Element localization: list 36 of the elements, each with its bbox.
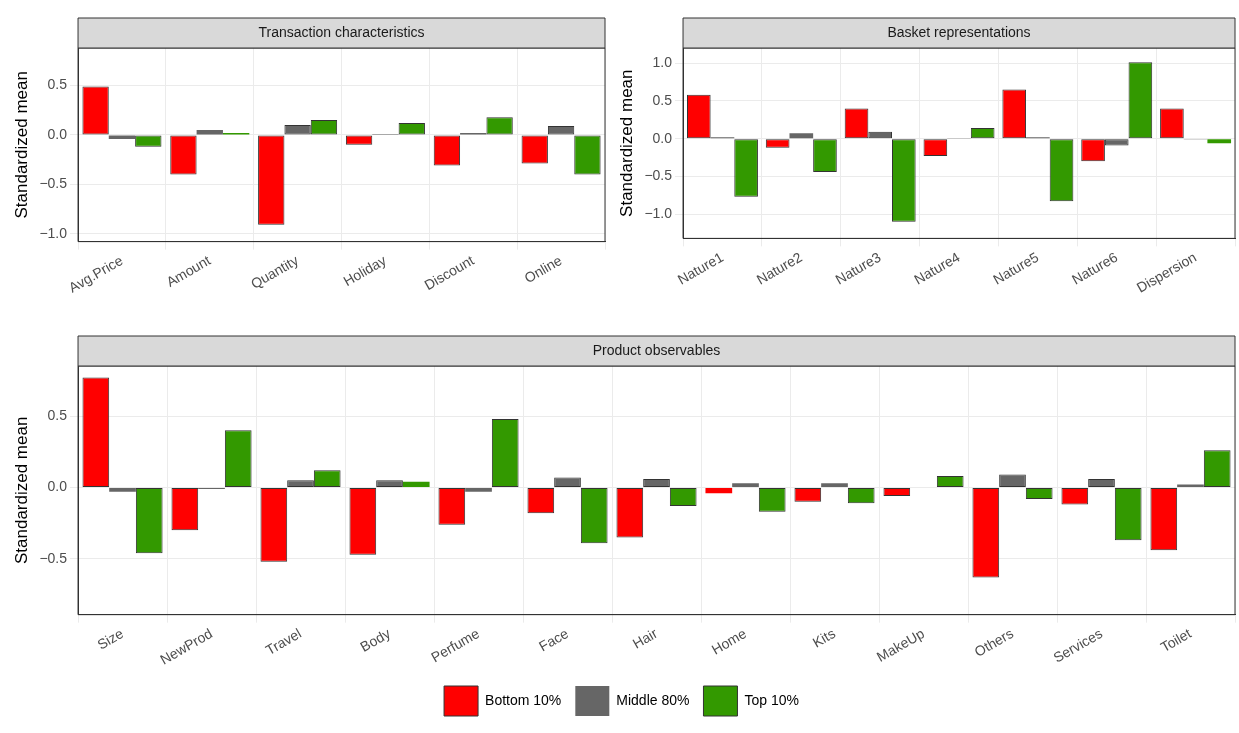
legend-label: Middle 80% xyxy=(616,691,690,708)
y-tick-label: 1.0 xyxy=(652,53,673,70)
y-tick-label: −0.5 xyxy=(39,175,68,192)
y-tick-label: −0.5 xyxy=(644,167,673,184)
y-tick-label: −1.0 xyxy=(39,224,68,241)
y-axis-title: Standardized mean xyxy=(11,71,31,219)
chart-title: Product observables xyxy=(592,341,721,358)
chart-title: Transaction characteristics xyxy=(258,23,425,40)
legend-label: Bottom 10% xyxy=(485,691,562,708)
y-tick-label: 0.0 xyxy=(652,129,673,146)
bar xyxy=(821,483,848,487)
y-axis-title: Standardized mean xyxy=(11,416,31,565)
bar xyxy=(732,483,759,487)
y-tick-label: −0.5 xyxy=(39,549,68,566)
y-tick-label: 0.5 xyxy=(47,406,68,423)
legend-label: Top 10% xyxy=(744,691,799,708)
y-tick-label: 0.5 xyxy=(652,91,673,108)
x-tick-label: Toilet xyxy=(1157,624,1195,656)
y-axis-title: Standardized mean xyxy=(616,69,636,217)
bar xyxy=(402,481,430,487)
x-tick-label: Size xyxy=(94,624,127,653)
y-tick-label: −1.0 xyxy=(644,205,673,222)
y-tick-label: 0.0 xyxy=(47,125,68,142)
bar xyxy=(109,487,136,492)
x-tick-label: Body xyxy=(357,625,393,655)
bar xyxy=(1207,139,1232,144)
x-tick-label: Hair xyxy=(629,624,661,652)
bar xyxy=(465,487,492,492)
x-tick-label: Kits xyxy=(809,625,838,651)
chart-title: Basket representations xyxy=(887,23,1031,40)
y-tick-label: 0.0 xyxy=(47,478,68,495)
x-tick-label: Face xyxy=(536,624,572,655)
bar xyxy=(108,135,136,139)
bar xyxy=(789,133,814,139)
y-tick-label: 0.5 xyxy=(47,76,68,93)
bar xyxy=(705,487,733,494)
